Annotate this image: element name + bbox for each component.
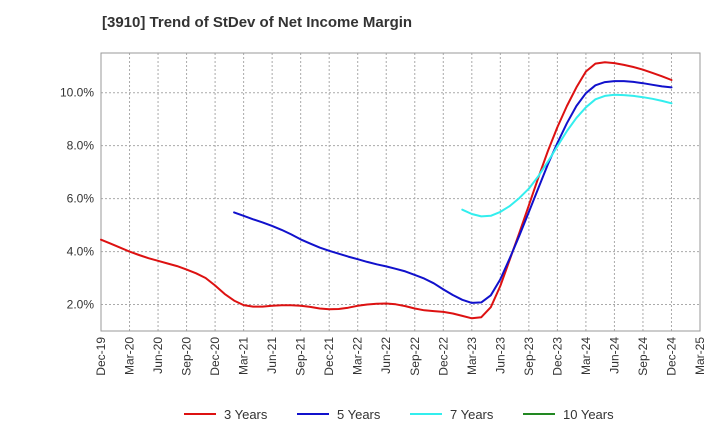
y-tick-label: 8.0% xyxy=(67,139,95,153)
series-line-7-years xyxy=(461,93,673,218)
chart-title: [3910] Trend of StDev of Net Income Marg… xyxy=(102,14,413,31)
series-line-5-years xyxy=(233,80,673,304)
x-tick-label: Sep-23 xyxy=(522,337,536,376)
x-tick-label: Jun-23 xyxy=(493,337,507,374)
x-tick-label: Sep-22 xyxy=(408,337,422,376)
x-tick-label: Sep-24 xyxy=(636,337,650,376)
plot-area-frame xyxy=(100,52,701,332)
y-tick-label: 10.0% xyxy=(60,86,94,100)
legend-label: 3 Years xyxy=(224,407,268,422)
x-tick-label: Jun-20 xyxy=(151,337,165,374)
x-tick-label: Mar-21 xyxy=(237,337,251,375)
legend-label: 7 Years xyxy=(450,407,494,422)
x-tick-label: Dec-20 xyxy=(208,337,222,376)
x-tick-label: Dec-21 xyxy=(322,337,336,376)
y-tick-label: 6.0% xyxy=(67,192,95,206)
x-tick-label: Dec-23 xyxy=(550,337,564,376)
x-tick-label: Mar-20 xyxy=(123,337,137,375)
x-tick-label: Mar-24 xyxy=(579,337,593,375)
x-tick-label: Mar-25 xyxy=(693,337,707,375)
legend-label: 5 Years xyxy=(337,407,381,422)
x-tick-label: Jun-21 xyxy=(265,337,279,374)
series-line-3-years xyxy=(100,61,673,320)
x-tick-label: Mar-22 xyxy=(351,337,365,375)
x-tick-label: Mar-23 xyxy=(465,337,479,375)
x-tick-label: Sep-20 xyxy=(180,337,194,376)
x-tick-label: Jun-22 xyxy=(379,337,393,374)
y-tick-label: 2.0% xyxy=(67,298,95,312)
x-tick-label: Dec-19 xyxy=(94,337,108,376)
legend: 3 Years 5 Years 7 Years 10 Years xyxy=(184,407,614,422)
x-tick-label: Sep-21 xyxy=(294,337,308,376)
y-tick-label: 4.0% xyxy=(67,245,95,259)
legend-label: 10 Years xyxy=(563,407,614,422)
x-tick-label: Jun-24 xyxy=(607,337,621,374)
series-lines xyxy=(100,61,673,320)
tick-labels: Dec-19 Mar-20 Jun-20 Sep-20 Dec-20 Mar-21 Jun-… xyxy=(60,86,707,376)
x-tick-label: Dec-22 xyxy=(436,337,450,376)
x-tick-label: Dec-24 xyxy=(664,337,678,376)
